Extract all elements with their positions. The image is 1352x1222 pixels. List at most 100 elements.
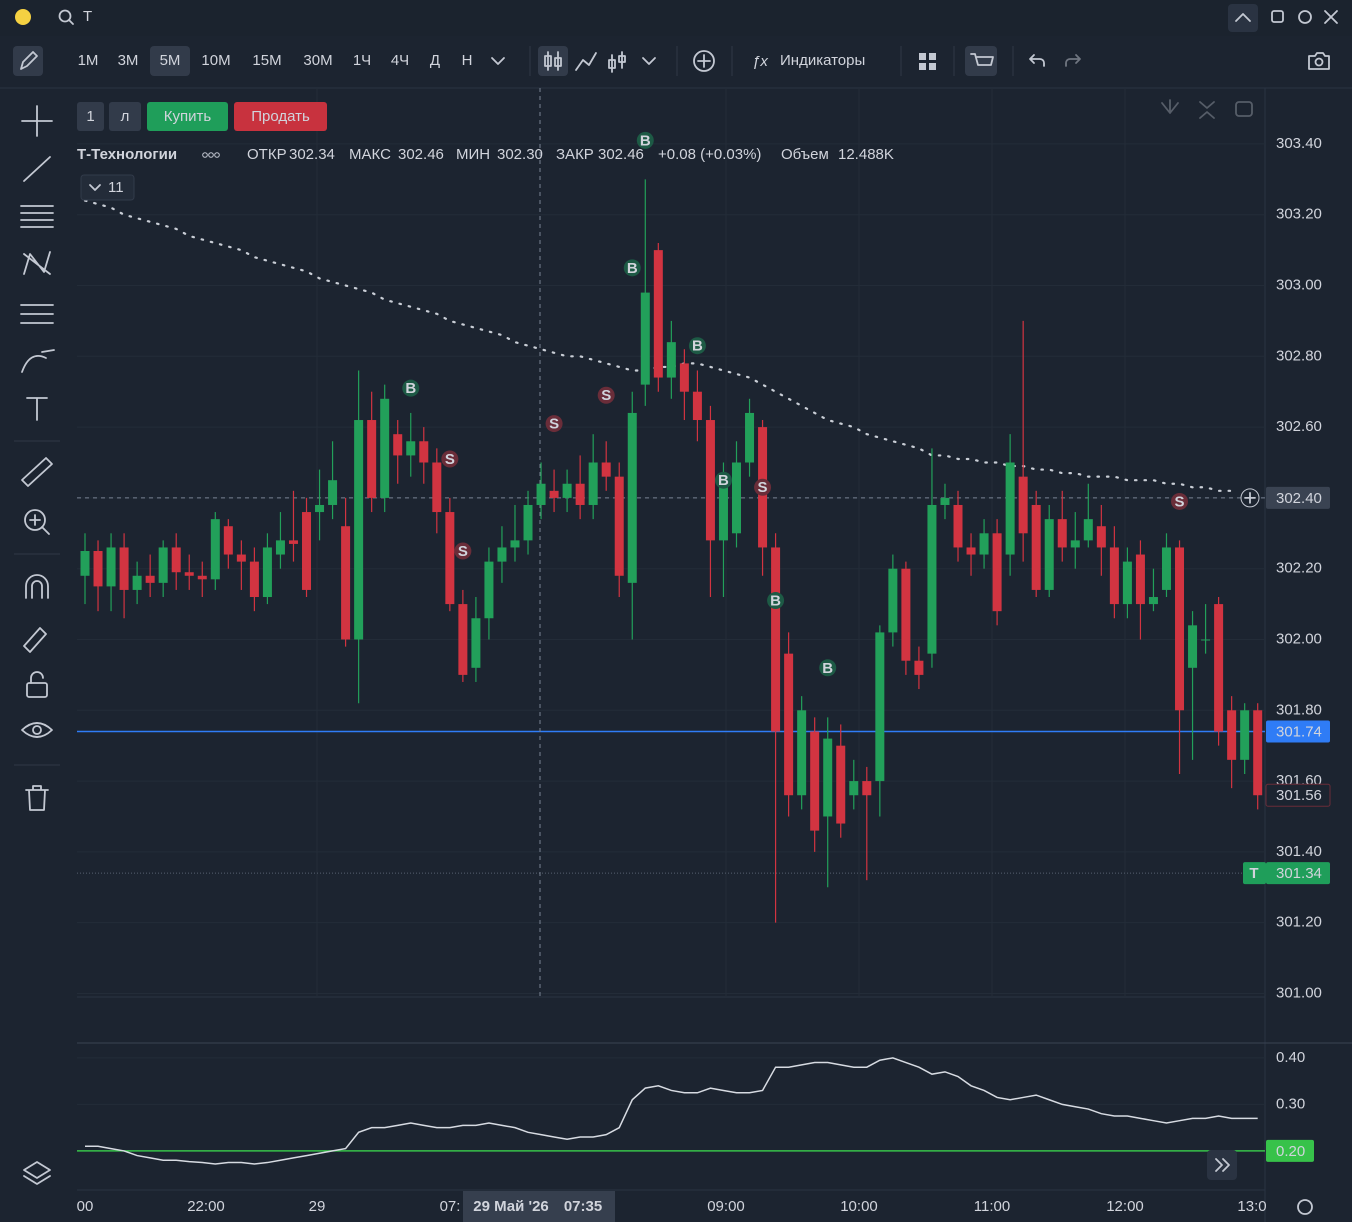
indicator-count: 11 <box>108 179 124 196</box>
undo-button[interactable] <box>1029 54 1045 67</box>
text-tool[interactable] <box>26 397 48 421</box>
timeframe-button[interactable]: 5М <box>160 52 181 69</box>
signal-marker[interactable] <box>688 337 706 355</box>
signal-marker[interactable] <box>402 379 420 397</box>
candle-body <box>1109 547 1119 605</box>
candle-body <box>953 504 963 548</box>
pattern-tool[interactable] <box>23 251 51 275</box>
candle-body <box>536 483 546 505</box>
candle-body <box>484 561 494 619</box>
lock-drawing-tool[interactable] <box>23 627 47 653</box>
axis-settings-button[interactable] <box>1297 1199 1313 1215</box>
signal-marker[interactable] <box>441 450 459 468</box>
layers-button[interactable] <box>23 1161 51 1185</box>
timeframe-button[interactable]: 15М <box>252 52 281 69</box>
timeframe-button[interactable]: 1М <box>78 52 99 69</box>
close-button[interactable] <box>1324 10 1338 24</box>
pane-maximize[interactable] <box>1199 101 1215 119</box>
qty-box[interactable] <box>77 102 104 131</box>
signal-label: S <box>1175 493 1185 510</box>
signal-marker[interactable] <box>545 415 563 433</box>
buy-button[interactable] <box>147 102 228 131</box>
more-timeframes[interactable] <box>491 57 505 65</box>
candle-body <box>836 745 846 824</box>
signal-marker[interactable] <box>454 542 472 560</box>
candle-body <box>1175 547 1185 711</box>
candle-body <box>849 781 859 796</box>
trendline-tool[interactable] <box>23 156 51 182</box>
indicator-count-box[interactable] <box>80 174 135 201</box>
candle-body <box>510 540 520 548</box>
timeframe-button[interactable]: 1Ч <box>353 52 371 69</box>
sell-button[interactable] <box>234 102 327 131</box>
magnet-tool[interactable] <box>25 574 49 599</box>
crosshair-time-box <box>463 1191 615 1222</box>
pane-down[interactable] <box>1161 99 1179 114</box>
delete-tool[interactable] <box>25 785 49 811</box>
signal-marker[interactable] <box>754 478 772 496</box>
timeframe-button[interactable]: 3М <box>118 52 139 69</box>
signal-marker[interactable] <box>714 471 732 489</box>
redo-button[interactable] <box>1065 54 1081 67</box>
timeframe-button[interactable]: 10М <box>201 52 230 69</box>
chart-type-more[interactable] <box>642 57 656 65</box>
candle-body <box>718 476 728 541</box>
search-text[interactable]: T <box>83 8 92 25</box>
line-chart-button[interactable] <box>575 52 597 71</box>
timeframe-button[interactable]: Д <box>430 52 440 69</box>
x-tick-label: 00 <box>77 1198 94 1215</box>
zoom-tool[interactable] <box>24 509 46 531</box>
price-label: 301.56 <box>1276 787 1322 804</box>
signal-marker[interactable] <box>636 131 654 149</box>
search-icon <box>68 19 74 25</box>
symbol[interactable]: Т-Технологии <box>77 146 177 163</box>
screenshot-button[interactable] <box>1308 52 1330 70</box>
draw-toggle[interactable] <box>13 46 43 76</box>
signal-marker[interactable] <box>623 259 641 277</box>
crosshair-tool[interactable] <box>21 105 53 137</box>
brush-tool[interactable] <box>21 349 55 373</box>
candle-body <box>979 533 989 555</box>
signal-marker[interactable] <box>597 386 615 404</box>
signal-marker[interactable] <box>819 659 837 677</box>
add-button[interactable] <box>693 50 715 72</box>
window-button[interactable] <box>1271 10 1284 23</box>
timeframe-button[interactable]: 4Ч <box>391 52 409 69</box>
timeframe-button[interactable]: Н <box>462 52 473 69</box>
price-label-box <box>1266 720 1330 743</box>
signal-marker[interactable] <box>1171 492 1189 510</box>
crosshair-time: 07:35 <box>564 1198 602 1215</box>
price-label-box <box>1266 486 1330 509</box>
ruler-tool[interactable] <box>21 457 53 487</box>
candle-body <box>1253 710 1263 796</box>
price-label: 302.40 <box>1276 490 1322 507</box>
x-tick-label: 09:00 <box>707 1198 745 1215</box>
status-dot <box>15 9 31 25</box>
bars-button[interactable] <box>608 51 626 73</box>
signal-label: S <box>549 416 559 433</box>
indicators-button[interactable]: Индикаторы <box>780 52 865 69</box>
search-icon[interactable] <box>58 9 72 23</box>
signal-label: S <box>758 479 768 496</box>
candle-body <box>1135 554 1145 605</box>
x-tick-label: 13:0 <box>1237 1198 1266 1215</box>
signal-marker[interactable] <box>767 592 785 610</box>
timeframe-button[interactable]: 30М <box>303 52 332 69</box>
pane-restore[interactable] <box>1235 101 1253 117</box>
candles-icon <box>544 51 562 71</box>
lock-tool[interactable] <box>26 682 48 698</box>
collapse-button[interactable] <box>1228 4 1258 32</box>
fib-tool[interactable] <box>20 205 54 228</box>
layout-button[interactable] <box>919 53 936 70</box>
candle-body <box>171 547 181 573</box>
settings-button[interactable] <box>1298 10 1312 24</box>
candles-button[interactable] <box>538 46 568 76</box>
visibility-tool[interactable] <box>21 722 53 738</box>
candle-body <box>445 512 455 605</box>
projection-tool[interactable] <box>20 304 54 324</box>
lots-box[interactable] <box>109 102 141 131</box>
eye-icon <box>32 725 42 735</box>
indicator-tick-label: 0.40 <box>1276 1049 1305 1066</box>
